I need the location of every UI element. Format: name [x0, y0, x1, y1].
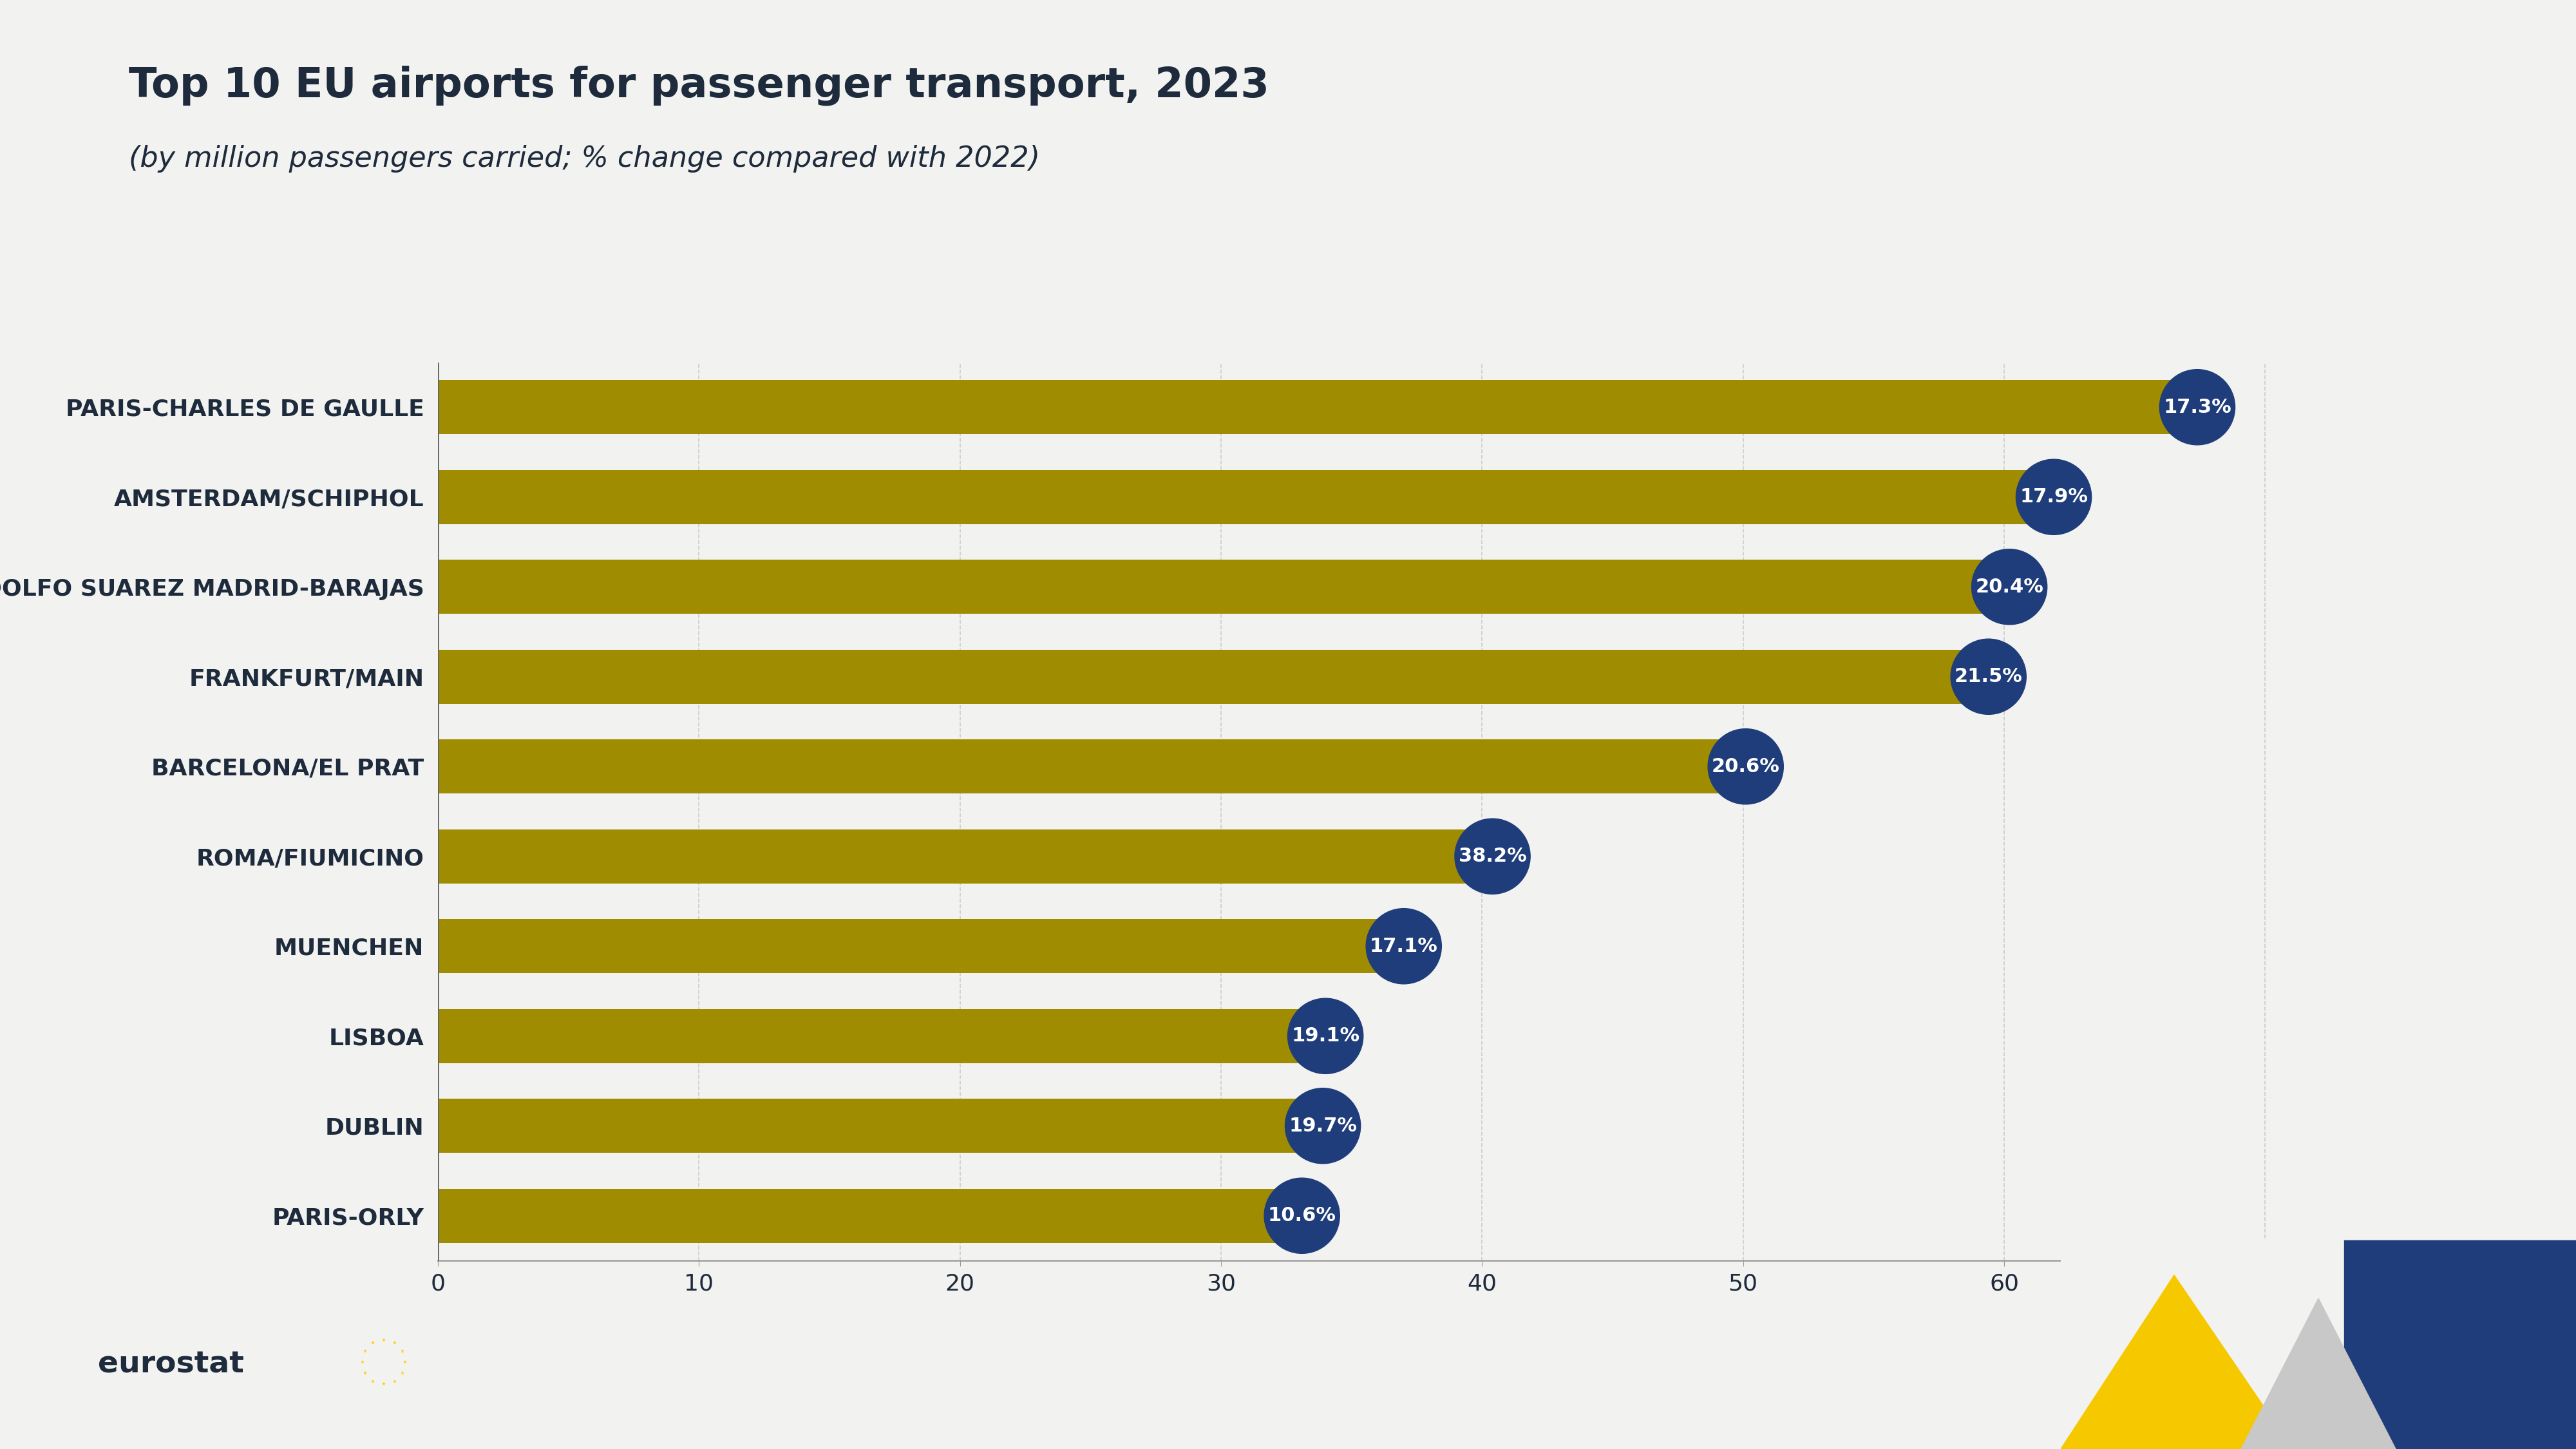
Polygon shape [2061, 1240, 2344, 1449]
Ellipse shape [1455, 819, 1530, 894]
Text: 20.6%: 20.6% [1710, 758, 1780, 775]
Ellipse shape [1265, 1178, 1340, 1253]
Bar [438, 739, 1747, 794]
Polygon shape [2344, 1275, 2576, 1449]
Bar [438, 1098, 1324, 1153]
Text: 19.7%: 19.7% [1288, 1117, 1358, 1135]
Bar [438, 469, 2053, 525]
Text: 17.1%: 17.1% [1370, 938, 1437, 955]
Bar [438, 559, 2009, 614]
Text: eurostat: eurostat [98, 1350, 245, 1379]
Ellipse shape [2017, 459, 2092, 535]
Text: 20.4%: 20.4% [1976, 578, 2043, 596]
Polygon shape [2241, 1298, 2396, 1449]
Bar [438, 919, 1404, 974]
Bar [438, 380, 2197, 435]
Text: 17.9%: 17.9% [2020, 488, 2089, 506]
Ellipse shape [1288, 998, 1363, 1074]
Text: 17.3%: 17.3% [2164, 398, 2231, 416]
Bar [438, 649, 1989, 704]
Text: 10.6%: 10.6% [1267, 1207, 1337, 1224]
Ellipse shape [1285, 1088, 1360, 1164]
Text: 19.1%: 19.1% [1291, 1027, 1360, 1045]
Bar [438, 1009, 1327, 1064]
Ellipse shape [1365, 909, 1443, 984]
Bar [438, 1188, 1301, 1243]
Polygon shape [2061, 1275, 2293, 1449]
Text: 21.5%: 21.5% [1955, 668, 2022, 685]
Ellipse shape [1971, 549, 2048, 625]
Polygon shape [2344, 1240, 2576, 1449]
Text: (by million passengers carried; % change compared with 2022): (by million passengers carried; % change… [129, 145, 1041, 172]
Ellipse shape [2159, 369, 2236, 445]
Text: Top 10 EU airports for passenger transport, 2023: Top 10 EU airports for passenger transpo… [129, 65, 1270, 106]
Ellipse shape [1708, 729, 1783, 804]
Text: 38.2%: 38.2% [1458, 848, 1528, 865]
Bar [438, 829, 1492, 884]
Ellipse shape [1950, 639, 2027, 714]
